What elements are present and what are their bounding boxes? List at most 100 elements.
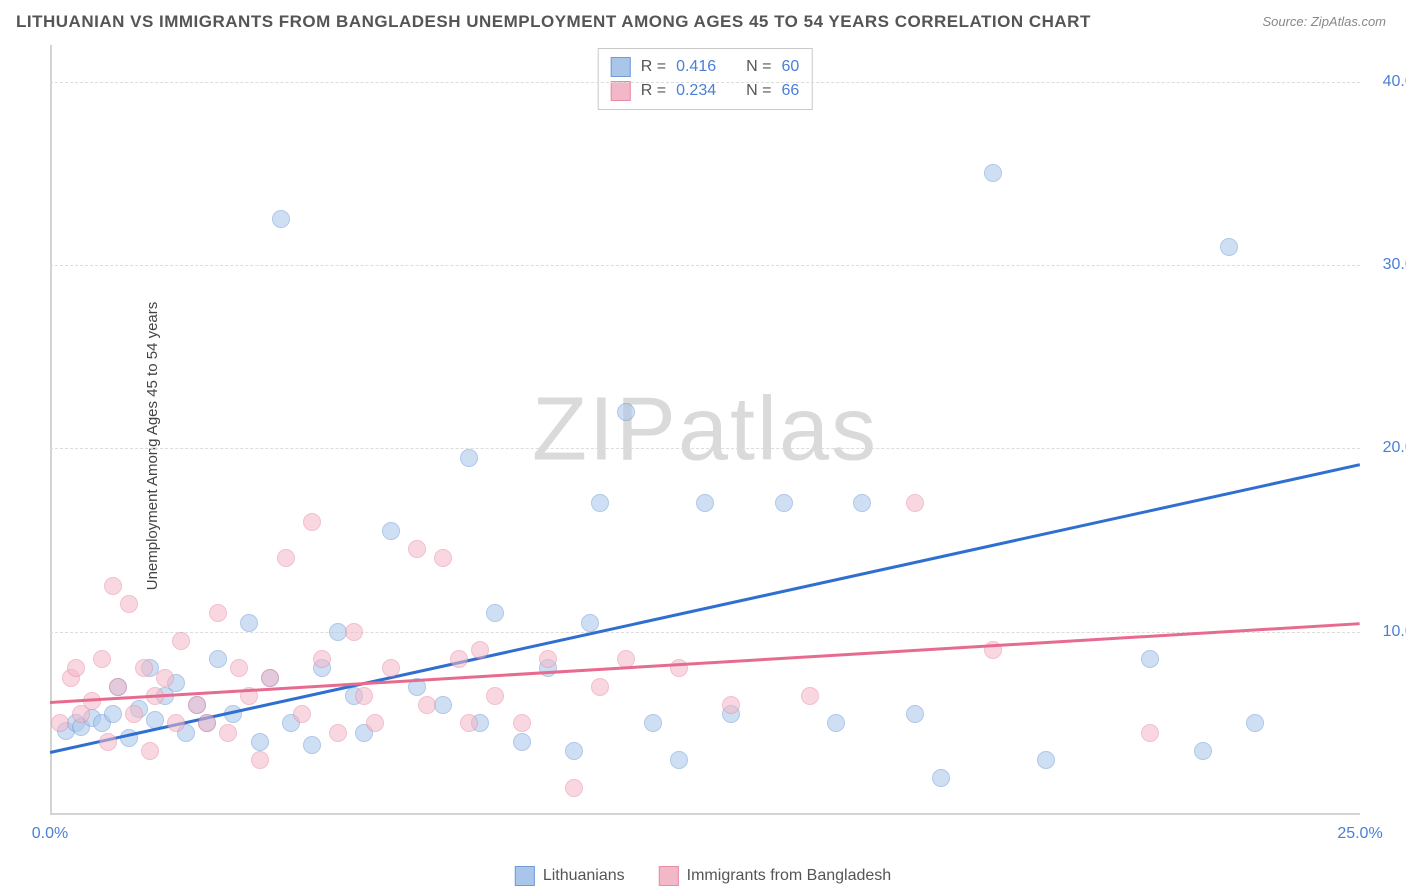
scatter-point bbox=[722, 696, 740, 714]
scatter-point bbox=[198, 714, 216, 732]
scatter-point bbox=[853, 494, 871, 512]
n-value: 66 bbox=[781, 82, 799, 100]
scatter-point bbox=[109, 678, 127, 696]
scatter-point bbox=[93, 650, 111, 668]
scatter-point bbox=[230, 659, 248, 677]
scatter-point bbox=[345, 623, 363, 641]
scatter-point bbox=[906, 705, 924, 723]
scatter-point bbox=[1141, 724, 1159, 742]
scatter-point bbox=[355, 687, 373, 705]
legend-label: Immigrants from Bangladesh bbox=[687, 867, 892, 885]
scatter-point bbox=[303, 736, 321, 754]
scatter-point bbox=[303, 513, 321, 531]
y-tick-label: 10.0% bbox=[1383, 623, 1406, 641]
scatter-point bbox=[99, 733, 117, 751]
scatter-point bbox=[1194, 742, 1212, 760]
scatter-point bbox=[827, 714, 845, 732]
scatter-point bbox=[408, 540, 426, 558]
correlation-stats-box: R = 0.416 N = 60 R = 0.234 N = 66 bbox=[598, 48, 813, 110]
y-tick-label: 20.0% bbox=[1383, 439, 1406, 457]
scatter-point bbox=[172, 632, 190, 650]
scatter-point bbox=[471, 641, 489, 659]
scatter-point bbox=[293, 705, 311, 723]
r-label: R = bbox=[641, 58, 666, 76]
scatter-point bbox=[313, 650, 331, 668]
r-value: 0.234 bbox=[676, 82, 716, 100]
scatter-point bbox=[382, 659, 400, 677]
scatter-point bbox=[219, 724, 237, 742]
scatter-point bbox=[135, 659, 153, 677]
scatter-point bbox=[434, 549, 452, 567]
scatter-point bbox=[67, 659, 85, 677]
x-axis-line bbox=[50, 813, 1360, 815]
x-tick-label: 0.0% bbox=[32, 825, 68, 843]
stats-row: R = 0.416 N = 60 bbox=[611, 55, 800, 79]
series-swatch bbox=[611, 57, 631, 77]
scatter-point bbox=[513, 733, 531, 751]
scatter-point bbox=[486, 604, 504, 622]
scatter-point bbox=[329, 724, 347, 742]
y-tick-label: 40.0% bbox=[1383, 73, 1406, 91]
scatter-point bbox=[581, 614, 599, 632]
scatter-point bbox=[801, 687, 819, 705]
scatter-point bbox=[670, 751, 688, 769]
scatter-point bbox=[539, 650, 557, 668]
scatter-point bbox=[984, 164, 1002, 182]
watermark-thin: atlas bbox=[678, 380, 878, 480]
source-attribution: Source: ZipAtlas.com bbox=[1262, 14, 1386, 29]
chart-title: LITHUANIAN VS IMMIGRANTS FROM BANGLADESH… bbox=[16, 12, 1091, 32]
gridline bbox=[50, 265, 1360, 266]
scatter-point bbox=[486, 687, 504, 705]
r-label: R = bbox=[641, 82, 666, 100]
scatter-point bbox=[775, 494, 793, 512]
gridline bbox=[50, 632, 1360, 633]
n-value: 60 bbox=[781, 58, 799, 76]
scatter-point bbox=[1220, 238, 1238, 256]
y-tick-label: 30.0% bbox=[1383, 256, 1406, 274]
scatter-point bbox=[513, 714, 531, 732]
scatter-point bbox=[617, 403, 635, 421]
scatter-point bbox=[565, 779, 583, 797]
scatter-point bbox=[1246, 714, 1264, 732]
x-tick-label: 25.0% bbox=[1337, 825, 1382, 843]
gridline bbox=[50, 448, 1360, 449]
scatter-point bbox=[125, 705, 143, 723]
y-axis-line bbox=[50, 45, 52, 815]
series-swatch bbox=[611, 81, 631, 101]
legend-item: Lithuanians bbox=[515, 866, 625, 886]
scatter-point bbox=[167, 714, 185, 732]
scatter-point bbox=[104, 577, 122, 595]
legend-swatch bbox=[515, 866, 535, 886]
scatter-point bbox=[272, 210, 290, 228]
scatter-point bbox=[51, 714, 69, 732]
scatter-point bbox=[251, 733, 269, 751]
legend-item: Immigrants from Bangladesh bbox=[659, 866, 892, 886]
scatter-point bbox=[141, 742, 159, 760]
scatter-point bbox=[251, 751, 269, 769]
watermark: ZIPatlas bbox=[532, 379, 878, 482]
watermark-bold: ZIP bbox=[532, 380, 678, 480]
scatter-point bbox=[1141, 650, 1159, 668]
chart-plot-area: ZIPatlas R =0.416N =60R =0.234N =66 10.0… bbox=[50, 45, 1360, 815]
scatter-point bbox=[382, 522, 400, 540]
scatter-point bbox=[591, 678, 609, 696]
scatter-point bbox=[906, 494, 924, 512]
n-label: N = bbox=[746, 82, 771, 100]
scatter-point bbox=[209, 650, 227, 668]
scatter-point bbox=[460, 449, 478, 467]
scatter-point bbox=[156, 669, 174, 687]
scatter-point bbox=[240, 614, 258, 632]
scatter-point bbox=[591, 494, 609, 512]
legend-label: Lithuanians bbox=[543, 867, 625, 885]
scatter-point bbox=[932, 769, 950, 787]
r-value: 0.416 bbox=[676, 58, 716, 76]
legend: Lithuanians Immigrants from Bangladesh bbox=[515, 866, 891, 886]
scatter-point bbox=[209, 604, 227, 622]
scatter-point bbox=[1037, 751, 1055, 769]
scatter-point bbox=[261, 669, 279, 687]
n-label: N = bbox=[746, 58, 771, 76]
scatter-point bbox=[450, 650, 468, 668]
scatter-point bbox=[120, 595, 138, 613]
scatter-point bbox=[418, 696, 436, 714]
scatter-point bbox=[434, 696, 452, 714]
